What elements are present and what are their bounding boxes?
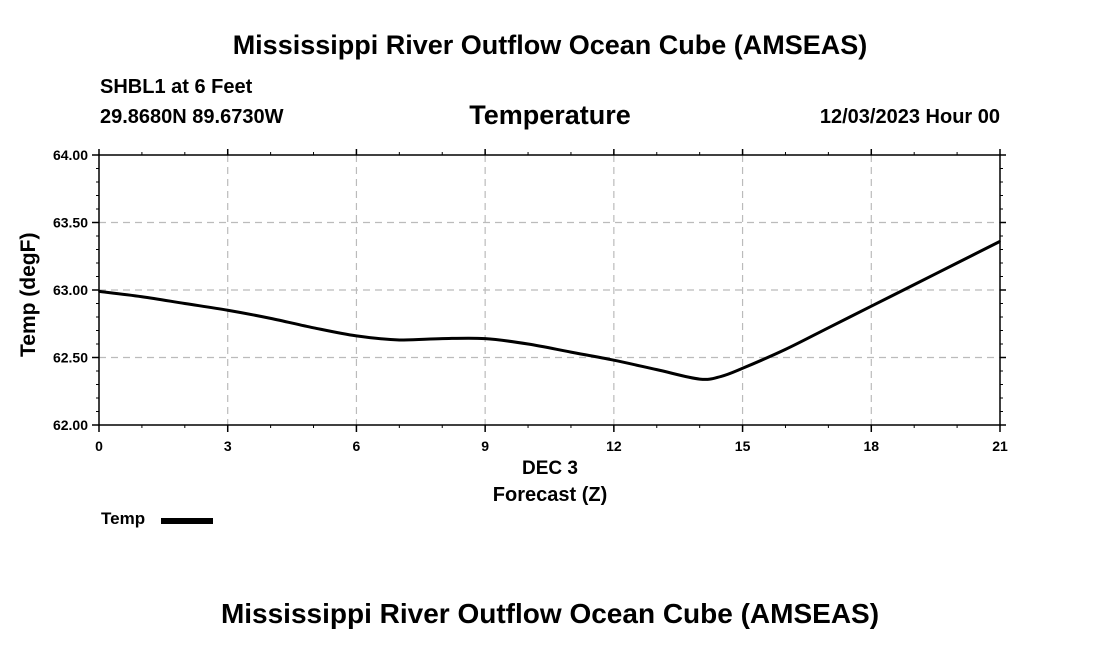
data-point-temp — [570, 351, 572, 353]
series-line-temp — [98, 240, 1001, 381]
data-point-temp — [312, 327, 315, 329]
y-tick-label: 64.00 — [53, 147, 88, 163]
x-axis-day-label: DEC 3 — [522, 458, 578, 479]
x-tick-label: 15 — [735, 438, 751, 454]
series-layer — [98, 240, 1001, 381]
variable-title: Temperature — [469, 100, 631, 130]
data-point-temp — [827, 327, 830, 329]
legend-swatch — [161, 518, 213, 524]
data-point-temp — [741, 367, 744, 370]
data-point-temp — [613, 359, 615, 362]
data-point-temp — [398, 339, 401, 341]
footer-title: Mississippi River Outflow Ocean Cube (AM… — [220, 598, 880, 629]
data-point-temp — [527, 343, 529, 345]
x-axis-label: Forecast (Z) — [492, 484, 608, 506]
data-point-temp — [355, 335, 358, 337]
x-tick-label: 12 — [606, 438, 622, 454]
y-tick-label: 63.50 — [53, 215, 88, 231]
data-point-temp — [484, 337, 486, 340]
x-tick-label: 9 — [481, 438, 489, 454]
x-tick-label: 21 — [992, 438, 1008, 454]
x-tick-label: 18 — [863, 438, 879, 454]
datetime-label: 12/03/2023 Hour 00 — [819, 106, 1000, 128]
station-label: SHBL1 at 6 Feet — [100, 76, 253, 98]
y-tick-label: 63.00 — [53, 282, 88, 298]
data-point-temp — [655, 368, 658, 371]
tick-layer: 0 3 6 9 12 15 18 21 62.00 62.50 63.00 63.50 64.00 — [53, 147, 1008, 454]
data-point-temp — [784, 348, 787, 351]
coordinates-label: 29.8680N 89.6730W — [100, 106, 284, 128]
x-tick-label: 6 — [353, 438, 361, 454]
grid-layer — [99, 155, 1000, 425]
data-point-temp — [226, 309, 229, 312]
data-point-temp — [913, 283, 915, 286]
chart-main-title: Mississippi River Outflow Ocean Cube (AM… — [232, 30, 868, 60]
data-point-temp — [441, 337, 444, 340]
data-point-temp — [870, 305, 873, 308]
temperature-chart: 0 3 6 9 12 15 18 21 62.00 62.50 63.00 63.50 64.00 — [53, 147, 1008, 454]
y-tick-label: 62.00 — [53, 417, 88, 433]
legend-label: Temp — [101, 509, 146, 528]
data-point-temp — [720, 375, 722, 378]
plot-frame — [98, 154, 1001, 426]
data-point-temp — [141, 295, 143, 298]
data-point-temp — [184, 302, 186, 305]
data-point-temp — [269, 317, 272, 320]
x-tick-label: 0 — [95, 438, 103, 454]
data-point-temp — [956, 262, 958, 264]
data-point-temp — [698, 378, 701, 380]
x-tick-label: 3 — [224, 438, 232, 454]
y-tick-label: 62.50 — [53, 350, 88, 366]
